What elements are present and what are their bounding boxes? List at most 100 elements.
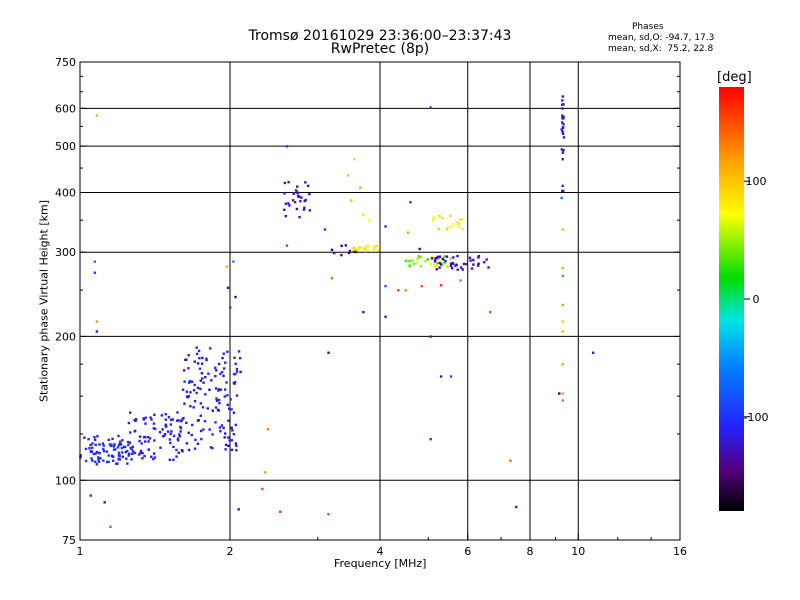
data-point [303, 199, 306, 203]
data-point [455, 221, 458, 224]
data-point [462, 262, 466, 266]
data-point [95, 330, 99, 333]
data-point [561, 320, 564, 323]
data-point [107, 438, 110, 442]
data-point [299, 199, 302, 203]
data-point [438, 255, 442, 258]
data-point [327, 513, 330, 516]
data-point [351, 247, 354, 250]
data-point [97, 456, 100, 459]
data-point [233, 382, 236, 385]
data-point [84, 447, 88, 451]
data-point [457, 222, 461, 225]
data-point [92, 452, 95, 456]
data-point [437, 257, 440, 260]
data-point [192, 406, 195, 409]
data-point [164, 418, 167, 421]
data-point [452, 223, 455, 226]
data-point [120, 446, 124, 450]
data-point [340, 244, 343, 248]
data-point [384, 315, 387, 319]
data-point [477, 256, 480, 259]
data-point [346, 174, 350, 177]
data-point [436, 255, 440, 259]
data-point [195, 352, 199, 356]
data-point [234, 362, 237, 365]
data-point [89, 494, 92, 497]
data-point [172, 445, 175, 449]
data-point [96, 435, 99, 438]
data-point [330, 276, 334, 280]
data-point [161, 428, 164, 431]
data-point [232, 433, 236, 436]
data-point [199, 387, 202, 391]
data-point [200, 437, 203, 441]
data-point [171, 418, 175, 421]
data-point [561, 121, 564, 124]
data-point [435, 264, 438, 268]
data-point [214, 366, 217, 369]
data-point [214, 406, 218, 409]
data-point [187, 431, 190, 435]
data-point [591, 351, 595, 354]
data-point [185, 421, 188, 425]
data-point [232, 411, 236, 414]
data-point [196, 442, 200, 446]
data-point [93, 271, 97, 274]
data-point [429, 437, 432, 441]
data-point [79, 454, 82, 457]
data-point [561, 392, 564, 395]
data-point [437, 227, 440, 231]
data-point [102, 450, 106, 453]
data-point [117, 457, 120, 461]
data-point [130, 458, 133, 461]
data-point [222, 352, 225, 355]
data-point [439, 375, 443, 378]
data-point [489, 310, 492, 314]
data-point [219, 372, 222, 376]
data-point [413, 262, 416, 266]
data-point [459, 266, 463, 269]
data-point [211, 446, 214, 450]
data-point [417, 255, 420, 258]
data-point [124, 450, 127, 454]
data-point [142, 436, 146, 439]
data-point [97, 458, 100, 461]
data-point [223, 395, 227, 398]
data-point [193, 360, 196, 363]
data-point [139, 449, 143, 453]
data-point [362, 310, 365, 314]
data-point [408, 264, 411, 267]
data-point [450, 267, 454, 270]
data-point [560, 148, 564, 151]
data-point [83, 436, 86, 439]
data-point [456, 268, 459, 271]
data-point [178, 433, 181, 436]
data-point [152, 422, 156, 425]
data-point [348, 249, 352, 253]
data-point [121, 439, 124, 442]
data-point [91, 446, 94, 450]
data-point [217, 389, 220, 392]
data-point [90, 457, 93, 460]
data-point [303, 206, 306, 210]
data-point [266, 428, 270, 431]
data-point [141, 451, 144, 455]
data-point [561, 267, 564, 270]
data-point [431, 255, 434, 259]
data-point [176, 437, 180, 440]
data-point [185, 442, 189, 445]
colorbar-label: [deg] [717, 70, 752, 85]
data-point [439, 263, 443, 266]
data-point [327, 351, 330, 354]
data-point [456, 254, 459, 258]
grid [80, 62, 680, 540]
data-point [300, 196, 303, 199]
data-point [185, 358, 188, 361]
data-point [302, 208, 306, 211]
phases-title: Phases [632, 22, 664, 32]
data-point [169, 423, 173, 426]
data-point [287, 180, 290, 184]
data-point [193, 383, 196, 387]
data-point [203, 419, 207, 423]
